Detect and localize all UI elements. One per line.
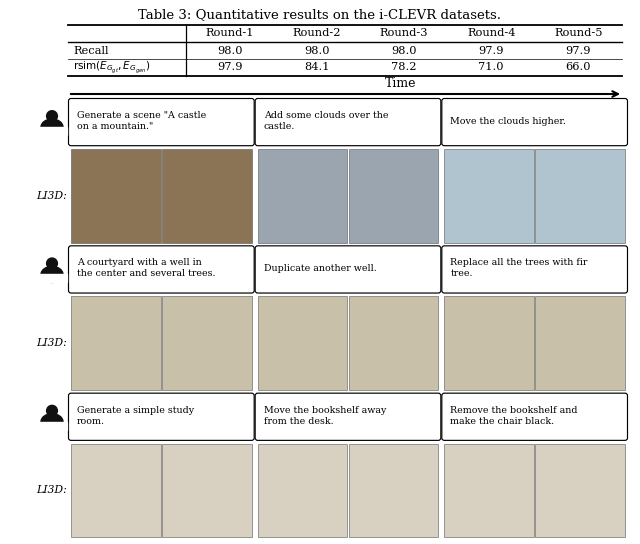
Text: Round-3: Round-3 [380,28,428,39]
Bar [444,443,534,537]
Bar [444,149,534,243]
Text: Time: Time [385,77,417,90]
Bar [71,443,161,537]
Text: Table 3: Quantitative results on the i-CLEVR datasets.: Table 3: Quantitative results on the i-C… [138,8,502,21]
Text: LI3D:: LI3D: [36,191,67,201]
Ellipse shape [41,119,63,135]
Text: Add some clouds over the
castle.: Add some clouds over the castle. [264,111,388,131]
Text: 97.9: 97.9 [217,63,243,72]
FancyBboxPatch shape [68,98,254,146]
Bar [37,127,67,135]
Text: Round-2: Round-2 [292,28,341,39]
Text: Remove the bookshelf and
make the chair black.: Remove the bookshelf and make the chair … [451,406,578,426]
Bar [162,443,252,537]
Bar [258,443,348,537]
Bar [536,443,625,537]
Text: Generate a simple study
room.: Generate a simple study room. [77,406,194,426]
Bar [37,422,67,430]
Text: 97.9: 97.9 [479,46,504,55]
Bar [71,296,161,390]
Text: Move the bookshelf away
from the desk.: Move the bookshelf away from the desk. [264,406,386,426]
FancyBboxPatch shape [255,246,441,293]
Bar [71,149,161,243]
Bar [258,149,348,243]
Text: Duplicate another well.: Duplicate another well. [264,264,376,273]
Text: Move the clouds higher.: Move the clouds higher. [451,116,566,126]
Text: rsim$(E_{G_{gt}},E_{G_{gen}})$: rsim$(E_{G_{gt}},E_{G_{gen}})$ [73,59,150,76]
Text: LI3D:: LI3D: [36,338,67,348]
Circle shape [47,258,58,269]
Text: LI3D:: LI3D: [36,485,67,496]
Ellipse shape [41,414,63,430]
Bar [349,149,438,243]
Text: 78.2: 78.2 [391,63,417,72]
Text: 71.0: 71.0 [479,63,504,72]
FancyBboxPatch shape [68,246,254,293]
Text: Generate a scene "A castle
on a mountain.": Generate a scene "A castle on a mountain… [77,111,206,131]
Text: Round-5: Round-5 [554,28,603,39]
Bar [258,296,348,390]
FancyBboxPatch shape [442,98,627,146]
Text: 98.0: 98.0 [217,46,243,55]
FancyBboxPatch shape [255,98,441,146]
Circle shape [47,405,58,416]
Bar [37,274,67,282]
Text: 84.1: 84.1 [304,63,330,72]
Bar [444,296,534,390]
Ellipse shape [41,267,63,282]
Bar [536,296,625,390]
Text: Recall: Recall [73,46,109,55]
Bar [162,296,252,390]
Bar [162,149,252,243]
Text: 98.0: 98.0 [304,46,330,55]
Text: 97.9: 97.9 [566,46,591,55]
Bar [349,296,438,390]
FancyBboxPatch shape [255,393,441,440]
Bar [536,149,625,243]
FancyBboxPatch shape [442,246,627,293]
Text: 98.0: 98.0 [391,46,417,55]
Text: Round-4: Round-4 [467,28,515,39]
FancyBboxPatch shape [68,393,254,440]
Bar [349,443,438,537]
Text: 66.0: 66.0 [566,63,591,72]
Circle shape [47,110,58,121]
Text: A courtyard with a well in
the center and several trees.: A courtyard with a well in the center an… [77,258,216,279]
FancyBboxPatch shape [442,393,627,440]
Text: Replace all the trees with fir
tree.: Replace all the trees with fir tree. [451,258,588,279]
Text: Round-1: Round-1 [205,28,254,39]
